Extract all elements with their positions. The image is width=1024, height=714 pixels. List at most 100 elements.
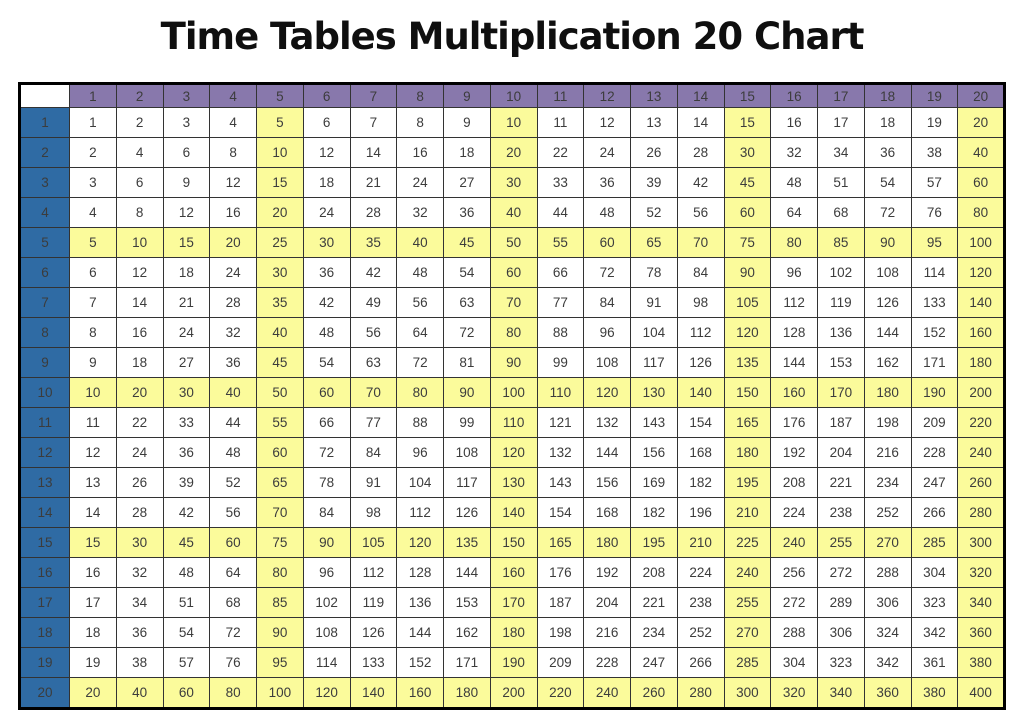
row-header-cell: 6 <box>19 257 70 288</box>
table-cell: 20 <box>69 677 117 709</box>
table-cell: 150 <box>723 377 772 408</box>
table-cell: 196 <box>676 497 725 528</box>
table-cell: 112 <box>770 287 818 318</box>
table-cell: 190 <box>489 647 538 678</box>
table-cell: 162 <box>443 617 491 648</box>
table-cell: 57 <box>162 647 211 678</box>
table-cell: 119 <box>817 287 865 318</box>
table-cell: 195 <box>723 467 772 498</box>
table-cell: 198 <box>863 407 912 438</box>
table-cell: 13 <box>69 467 117 498</box>
table-cell: 30 <box>302 227 351 258</box>
table-cell: 128 <box>396 557 444 588</box>
table-cell: 180 <box>723 437 772 468</box>
table-cell: 187 <box>536 587 585 618</box>
table-cell: 45 <box>162 527 211 558</box>
table-cell: 120 <box>723 317 772 348</box>
table-cell: 38 <box>910 137 959 168</box>
table-cell: 304 <box>910 557 959 588</box>
row-header-cell: 9 <box>19 347 70 378</box>
table-row: 6 6 12 18 24 30 36 42 48 54 60 66 72 78 84 90 96 102 108 11… <box>19 257 1005 288</box>
table-cell: 285 <box>910 527 959 558</box>
table-cell: 42 <box>302 287 351 318</box>
table-cell: 100 <box>489 377 538 408</box>
row-header-cell: 17 <box>19 587 70 618</box>
table-cell: 171 <box>443 647 491 678</box>
row-header-cell: 4 <box>19 197 70 228</box>
table-cell: 57 <box>910 167 959 198</box>
table-cell: 36 <box>209 347 257 378</box>
table-cell: 77 <box>349 407 398 438</box>
table-cell: 234 <box>863 467 912 498</box>
table-cell: 15 <box>256 167 304 198</box>
table-cell: 108 <box>583 347 631 378</box>
table-cell: 21 <box>162 287 211 318</box>
table-cell: 160 <box>770 377 818 408</box>
table-cell: 66 <box>536 257 585 288</box>
table-cell: 306 <box>863 587 912 618</box>
table-cell: 88 <box>536 317 585 348</box>
table-cell: 209 <box>910 407 959 438</box>
table-cell: 8 <box>115 197 164 228</box>
table-cell: 22 <box>115 407 164 438</box>
table-cell: 56 <box>349 317 398 348</box>
table-cell: 144 <box>770 347 818 378</box>
table-cell: 72 <box>302 437 351 468</box>
table-cell: 204 <box>583 587 631 618</box>
table-cell: 144 <box>583 437 631 468</box>
column-header-cell: 19 <box>910 83 959 108</box>
table-cell: 90 <box>489 347 538 378</box>
table-cell: 220 <box>957 407 1005 438</box>
table-cell: 105 <box>349 527 398 558</box>
table-cell: 153 <box>817 347 865 378</box>
table-cell: 4 <box>69 197 117 228</box>
table-cell: 180 <box>489 617 538 648</box>
table-cell: 20 <box>489 137 538 168</box>
table-cell: 39 <box>162 467 211 498</box>
table-cell: 76 <box>209 647 257 678</box>
column-header-cell: 7 <box>349 83 398 108</box>
row-header-cell: 5 <box>19 227 70 258</box>
table-cell: 38 <box>115 647 164 678</box>
table-cell: 81 <box>443 347 491 378</box>
table-cell: 119 <box>349 587 398 618</box>
table-cell: 380 <box>910 677 959 709</box>
table-cell: 8 <box>396 107 444 138</box>
table-row: 12 12 24 36 48 60 72 84 96 108 120 132 144 156 168 180 1… <box>19 437 1005 468</box>
table-row: 9 9 18 27 36 45 54 63 72 81 90 99 108 117 126 135 144 153… <box>19 347 1005 378</box>
table-cell: 48 <box>770 167 818 198</box>
table-cell: 252 <box>676 617 725 648</box>
table-cell: 64 <box>396 317 444 348</box>
column-header-cell: 16 <box>770 83 818 108</box>
table-cell: 60 <box>162 677 211 709</box>
table-cell: 4 <box>209 107 257 138</box>
table-cell: 120 <box>583 377 631 408</box>
table-cell: 165 <box>723 407 772 438</box>
table-cell: 200 <box>957 377 1005 408</box>
table-cell: 120 <box>396 527 444 558</box>
column-header-cell: 20 <box>957 83 1005 108</box>
row-header-cell: 14 <box>19 497 70 528</box>
table-cell: 156 <box>630 437 678 468</box>
table-cell: 18 <box>162 257 211 288</box>
table-cell: 24 <box>396 167 444 198</box>
table-cell: 112 <box>676 317 725 348</box>
table-cell: 2 <box>115 107 164 138</box>
table-cell: 55 <box>536 227 585 258</box>
table-cell: 102 <box>817 257 865 288</box>
table-cell: 247 <box>910 467 959 498</box>
table-cell: 88 <box>396 407 444 438</box>
table-cell: 156 <box>583 467 631 498</box>
table-cell: 54 <box>443 257 491 288</box>
table-cell: 45 <box>256 347 304 378</box>
table-cell: 72 <box>443 317 491 348</box>
table-cell: 102 <box>302 587 351 618</box>
table-cell: 168 <box>676 437 725 468</box>
table-cell: 256 <box>770 557 818 588</box>
table-cell: 7 <box>349 107 398 138</box>
table-cell: 9 <box>69 347 117 378</box>
table-cell: 320 <box>770 677 818 709</box>
row-header-cell: 11 <box>19 407 70 438</box>
table-row: 1 1 2 3 4 5 6 7 8 9 10 11 12 13 14 15 16 17 18 19 20 <box>19 107 1005 138</box>
